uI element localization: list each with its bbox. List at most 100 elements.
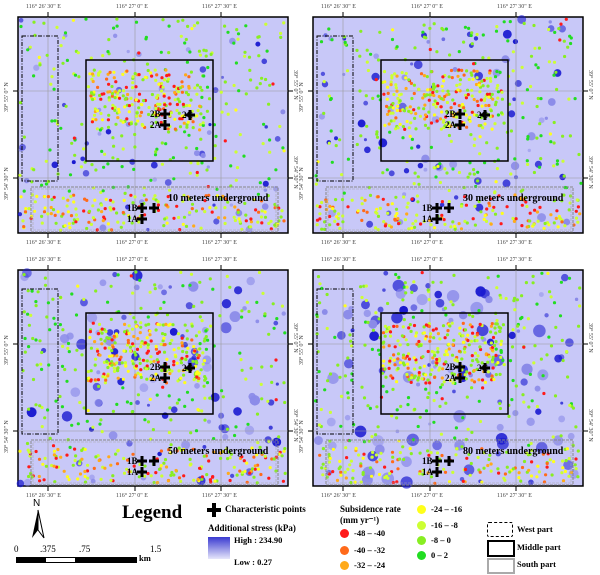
subsidence-point xyxy=(560,199,564,203)
subsidence-point xyxy=(162,94,166,98)
subsidence-point xyxy=(33,209,37,213)
subsidence-point xyxy=(407,377,411,382)
subsidence-point xyxy=(532,23,536,28)
subsidence-point xyxy=(80,457,84,461)
subsidence-point xyxy=(52,67,56,71)
subsidence-point xyxy=(154,115,158,119)
stress-blob xyxy=(427,363,431,367)
subsidence-point xyxy=(166,195,170,199)
subsidence-point xyxy=(99,111,103,116)
stress-blob xyxy=(363,100,369,106)
subsidence-point xyxy=(577,324,581,328)
stress-blob xyxy=(185,302,193,310)
subsidence-point xyxy=(494,100,498,104)
longitude-label: 116° 26' 30" E xyxy=(26,4,61,10)
stress-blob xyxy=(343,309,353,320)
subsidence-point xyxy=(565,447,569,451)
stress-blob xyxy=(86,312,98,323)
subsidence-point xyxy=(451,98,455,102)
subsidence-point xyxy=(162,336,166,340)
subsidence-point xyxy=(123,361,127,365)
subsidence-point xyxy=(328,372,333,376)
stress-blob xyxy=(139,383,149,393)
stress-blob xyxy=(474,71,484,81)
subsidence-point xyxy=(216,216,221,220)
subsidence-point xyxy=(89,94,93,98)
stress-blob xyxy=(272,437,282,447)
subsidence-point xyxy=(135,111,139,115)
subsidence-point xyxy=(112,334,116,338)
subsidence-point xyxy=(405,212,409,216)
subsidence-point xyxy=(100,342,104,346)
subsidence-point xyxy=(221,450,226,454)
subsidence-point xyxy=(93,378,97,382)
subsidence-point xyxy=(247,309,251,314)
subsidence-point xyxy=(414,331,419,335)
subsidence-point xyxy=(494,180,498,184)
subsidence-point xyxy=(260,451,264,455)
subsidence-point xyxy=(229,164,233,168)
subsidence-point xyxy=(385,168,389,172)
subsidence-point xyxy=(110,349,114,353)
subsidence-point xyxy=(343,304,347,308)
subsidence-point xyxy=(214,134,218,138)
subsidence-point xyxy=(447,480,452,484)
subsidence-point xyxy=(427,391,431,395)
subsidence-point xyxy=(191,126,195,130)
subsidence-point xyxy=(330,207,335,211)
subsidence-point xyxy=(89,56,93,60)
subsidence-point xyxy=(496,90,500,94)
subsidence-point xyxy=(346,396,350,400)
subsidence-point xyxy=(357,453,361,457)
subsidence-point xyxy=(34,449,38,454)
subsidence-point xyxy=(376,214,381,218)
subsidence-point xyxy=(86,85,90,89)
subsidence-point xyxy=(366,320,370,324)
longitude-label: 116° 27' 30" E xyxy=(202,257,237,263)
north-label: N xyxy=(33,498,41,509)
stress-blob xyxy=(527,132,536,141)
subsidence-point xyxy=(535,475,539,479)
subsidence-point xyxy=(178,117,182,121)
subsidence-point xyxy=(198,104,202,108)
subsidence-point xyxy=(443,124,447,128)
subsidence-point xyxy=(116,366,120,370)
stress-blob xyxy=(133,284,140,291)
subsidence-point xyxy=(133,350,137,354)
point-label: 2B xyxy=(445,109,456,119)
subsidence-point xyxy=(513,193,517,197)
subsidence-point xyxy=(499,296,503,300)
subsidence-point xyxy=(460,68,464,72)
subsidence-point xyxy=(428,87,433,92)
subsidence-point xyxy=(543,221,547,226)
subsidence-point xyxy=(530,460,534,464)
stress-blob xyxy=(194,382,200,389)
subsidence-point xyxy=(244,24,248,28)
subsidence-point xyxy=(138,361,142,365)
subsidence-point xyxy=(177,398,181,402)
subsidence-point xyxy=(338,375,342,379)
subsidence-point xyxy=(465,370,469,374)
subsidence-point xyxy=(468,115,472,120)
subsidence-point xyxy=(281,479,285,483)
subsidence-point xyxy=(437,359,441,363)
subsidence-point xyxy=(60,405,64,409)
subsidence-point xyxy=(561,159,565,163)
subsidence-point xyxy=(429,70,433,74)
subsidence-point xyxy=(200,475,204,479)
subsidence-point xyxy=(109,317,113,321)
subsidence-point xyxy=(435,357,439,362)
subsidence-point xyxy=(418,472,422,476)
subsidence-point xyxy=(541,452,545,456)
subsidence-point xyxy=(539,97,543,101)
subsidence-point xyxy=(444,27,448,31)
subsidence-point xyxy=(219,90,223,94)
subsidence-point xyxy=(198,466,202,470)
subsidence-point xyxy=(482,451,486,455)
subsidence-point xyxy=(198,128,202,132)
subsidence-point xyxy=(328,456,332,460)
subsidence-point xyxy=(412,376,416,380)
subsidence-point xyxy=(323,388,327,392)
latitude-label: 39° 54' 30" N xyxy=(299,167,305,200)
subsidence-point xyxy=(106,125,111,129)
